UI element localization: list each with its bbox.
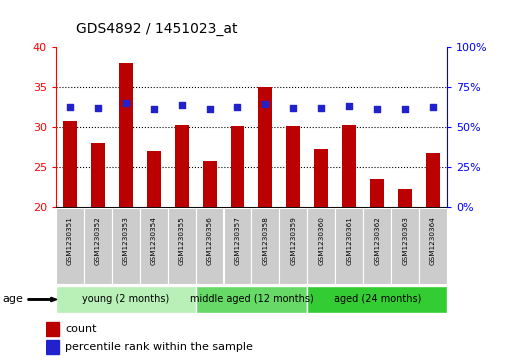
Text: GSM1230362: GSM1230362 <box>374 216 380 265</box>
FancyBboxPatch shape <box>224 208 251 284</box>
Point <box>401 106 409 111</box>
Text: GSM1230356: GSM1230356 <box>207 216 212 265</box>
Bar <box>370 179 384 207</box>
FancyBboxPatch shape <box>56 286 196 313</box>
Point <box>429 104 437 110</box>
Point <box>345 103 354 109</box>
Point <box>122 100 130 106</box>
Bar <box>147 151 161 207</box>
FancyBboxPatch shape <box>335 208 363 284</box>
FancyBboxPatch shape <box>56 208 84 284</box>
Text: GSM1230358: GSM1230358 <box>263 216 268 265</box>
FancyBboxPatch shape <box>419 208 447 284</box>
Text: middle aged (12 months): middle aged (12 months) <box>189 294 313 305</box>
FancyBboxPatch shape <box>140 208 168 284</box>
Bar <box>63 121 77 207</box>
Text: age: age <box>3 294 23 305</box>
Text: GSM1230359: GSM1230359 <box>291 216 296 265</box>
Text: young (2 months): young (2 months) <box>82 294 169 305</box>
Point <box>317 105 325 111</box>
Text: GSM1230353: GSM1230353 <box>123 216 129 265</box>
Bar <box>46 340 58 354</box>
Text: GSM1230352: GSM1230352 <box>95 216 101 265</box>
Point <box>205 106 214 111</box>
FancyBboxPatch shape <box>391 208 419 284</box>
Bar <box>342 125 356 207</box>
Point <box>373 106 381 111</box>
Point <box>150 106 158 111</box>
Text: GSM1230351: GSM1230351 <box>67 216 73 265</box>
Text: count: count <box>65 324 97 334</box>
Point <box>66 104 74 110</box>
Text: GSM1230363: GSM1230363 <box>402 216 408 265</box>
Text: GSM1230361: GSM1230361 <box>346 216 352 265</box>
Bar <box>175 126 188 207</box>
Text: GSM1230357: GSM1230357 <box>235 216 240 265</box>
Text: GSM1230355: GSM1230355 <box>179 216 184 265</box>
Text: aged (24 months): aged (24 months) <box>334 294 421 305</box>
Text: GSM1230354: GSM1230354 <box>151 216 156 265</box>
Text: GSM1230364: GSM1230364 <box>430 216 436 265</box>
Bar <box>231 126 244 207</box>
Bar <box>119 63 133 207</box>
Bar <box>203 160 216 207</box>
Point <box>234 104 242 110</box>
Bar <box>287 126 300 207</box>
Bar <box>426 154 440 207</box>
Bar <box>91 143 105 207</box>
Text: percentile rank within the sample: percentile rank within the sample <box>65 342 253 352</box>
Bar <box>259 87 272 207</box>
FancyBboxPatch shape <box>196 286 307 313</box>
FancyBboxPatch shape <box>168 208 196 284</box>
FancyBboxPatch shape <box>84 208 112 284</box>
Point <box>178 103 186 109</box>
Text: GDS4892 / 1451023_at: GDS4892 / 1451023_at <box>76 22 238 36</box>
Bar <box>398 188 412 207</box>
Text: GSM1230360: GSM1230360 <box>319 216 324 265</box>
FancyBboxPatch shape <box>112 208 140 284</box>
Point <box>290 105 298 111</box>
Bar <box>46 322 58 336</box>
FancyBboxPatch shape <box>251 208 279 284</box>
FancyBboxPatch shape <box>307 208 335 284</box>
Point <box>261 101 269 107</box>
FancyBboxPatch shape <box>307 286 447 313</box>
FancyBboxPatch shape <box>363 208 391 284</box>
FancyBboxPatch shape <box>196 208 224 284</box>
Bar <box>314 148 328 207</box>
Point <box>93 105 102 111</box>
FancyBboxPatch shape <box>279 208 307 284</box>
